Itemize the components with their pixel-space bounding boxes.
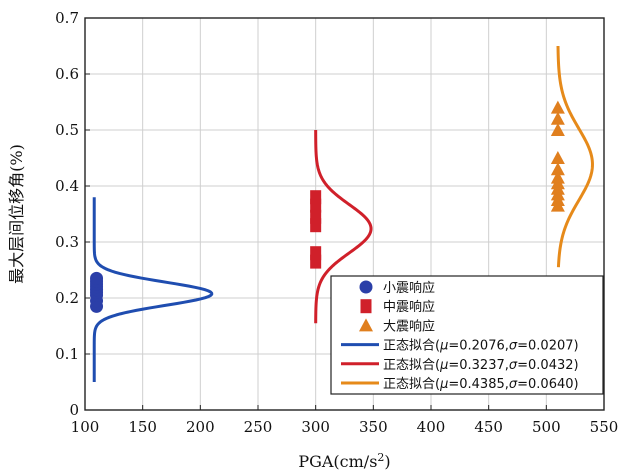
data-point: [550, 111, 565, 125]
fit-curve: [314, 129, 373, 324]
data-point: [550, 162, 565, 176]
legend-label: 正态拟合(μ=0.2076,σ=0.0207): [383, 339, 579, 354]
y-tick-label: 0.3: [55, 233, 79, 251]
x-tick-label: 350: [359, 418, 388, 436]
x-tick-label: 100: [71, 418, 100, 436]
data-point: [310, 190, 322, 205]
y-tick-label: 0: [69, 401, 79, 419]
legend-box: [330, 275, 604, 395]
x-tick-label: 400: [417, 418, 446, 436]
x-tick-label: 200: [186, 418, 215, 436]
legend-marker: [359, 318, 373, 332]
legend-label: 正态拟合(μ=0.3237,σ=0.0432): [383, 358, 579, 373]
data-point: [550, 123, 565, 136]
data-point: [90, 271, 104, 285]
y-tick-label: 0.5: [55, 121, 79, 139]
data-point: [310, 218, 322, 233]
legend-label: 中震响应: [383, 299, 435, 315]
legend-label: 大震响应: [383, 318, 435, 334]
data-point: [550, 151, 565, 164]
data-point: [310, 209, 322, 224]
x-tick-label: 450: [474, 418, 503, 436]
legend-marker: [360, 299, 372, 314]
data-point: [550, 170, 565, 184]
legend-marker: [359, 280, 373, 294]
y-tick-label: 0.6: [55, 65, 79, 83]
legend-label: 小震响应: [383, 280, 435, 296]
x-axis-title: PGA(cm/s2): [298, 451, 390, 471]
y-tick-label: 0.7: [55, 9, 79, 27]
fit-curve: [92, 196, 214, 383]
y-tick-label: 0.1: [55, 345, 79, 363]
data-point: [310, 246, 322, 261]
x-tick-label: 550: [590, 418, 619, 436]
plot-frame: [84, 17, 605, 411]
data-point: [550, 100, 565, 114]
y-tick-label: 0.4: [55, 177, 79, 195]
data-points: [90, 100, 565, 313]
y-tick-label: 0.2: [55, 289, 79, 307]
axis-ticks: 100 150 200 250 300 350 400 450 500 550 0 0.1 0.2 0.3…: [55, 9, 618, 436]
x-tick-label: 250: [244, 418, 273, 436]
fit-curve: [556, 45, 594, 268]
x-tick-label: 500: [532, 418, 561, 436]
legend-label: 正态拟合(μ=0.4385,σ=0.0640): [383, 377, 579, 392]
data-point: [310, 254, 322, 269]
fit-curves: [92, 45, 594, 383]
data-point: [310, 198, 322, 213]
x-tick-label: 150: [128, 418, 157, 436]
y-axis-title: 最大层间位移角(%): [7, 144, 26, 284]
x-tick-label: 300: [301, 418, 330, 436]
